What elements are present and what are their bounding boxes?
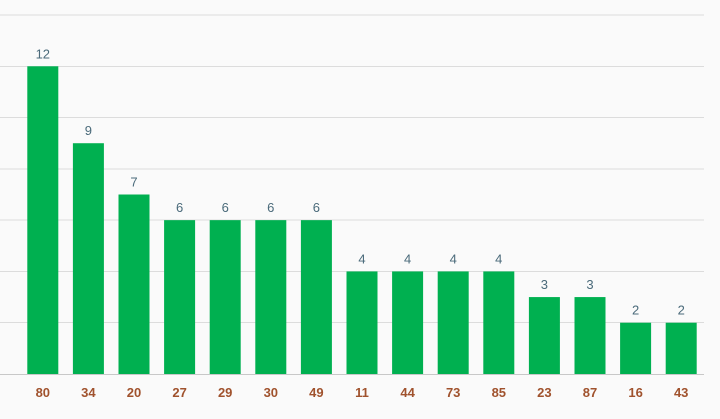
value-label-11: 4 bbox=[358, 251, 365, 266]
category-label-29: 29 bbox=[218, 385, 232, 400]
bar-20[interactable] bbox=[118, 194, 150, 375]
bars bbox=[27, 66, 697, 375]
category-axis: 80 34 20 27 29 30 49 11 44 73 85 23 87 16 43 bbox=[36, 385, 689, 400]
value-label-34: 9 bbox=[85, 123, 92, 138]
category-label-23: 23 bbox=[537, 385, 551, 400]
category-label-85: 85 bbox=[492, 385, 506, 400]
category-label-34: 34 bbox=[81, 385, 96, 400]
category-label-49: 49 bbox=[309, 385, 323, 400]
bar-49[interactable] bbox=[300, 220, 332, 374]
value-label-23: 3 bbox=[541, 277, 548, 292]
value-label-73: 4 bbox=[450, 251, 457, 266]
bar-16[interactable] bbox=[620, 322, 652, 374]
value-label-30: 6 bbox=[267, 200, 274, 215]
value-label-29: 6 bbox=[222, 200, 229, 215]
bar-34[interactable] bbox=[72, 143, 104, 374]
bar-80[interactable] bbox=[27, 66, 59, 375]
grid-lines bbox=[0, 14, 704, 375]
value-label-85: 4 bbox=[495, 251, 502, 266]
bar-44[interactable] bbox=[392, 271, 424, 374]
bar-23[interactable] bbox=[528, 297, 560, 374]
category-label-16: 16 bbox=[628, 385, 642, 400]
value-label-87: 3 bbox=[586, 277, 593, 292]
category-label-20: 20 bbox=[127, 385, 141, 400]
bar-73[interactable] bbox=[437, 271, 469, 374]
value-label-43: 2 bbox=[678, 303, 685, 318]
category-label-30: 30 bbox=[264, 385, 278, 400]
bar-27[interactable] bbox=[164, 220, 196, 374]
bar-11[interactable] bbox=[346, 271, 378, 374]
value-label-16: 2 bbox=[632, 303, 639, 318]
bar-87[interactable] bbox=[574, 297, 606, 374]
category-label-43: 43 bbox=[674, 385, 688, 400]
bar-43[interactable] bbox=[665, 322, 697, 374]
category-label-80: 80 bbox=[36, 385, 50, 400]
value-label-80: 12 bbox=[36, 46, 50, 61]
value-labels: 12 9 7 6 6 6 6 4 4 4 4 3 3 2 2 bbox=[36, 46, 685, 317]
category-label-27: 27 bbox=[172, 385, 186, 400]
bar-29[interactable] bbox=[209, 220, 241, 374]
value-label-49: 6 bbox=[313, 200, 320, 215]
bar-30[interactable] bbox=[255, 220, 287, 374]
category-label-73: 73 bbox=[446, 385, 460, 400]
category-label-87: 87 bbox=[583, 385, 597, 400]
bar-85[interactable] bbox=[483, 271, 515, 374]
value-label-27: 6 bbox=[176, 200, 183, 215]
value-label-44: 4 bbox=[404, 251, 411, 266]
category-label-11: 11 bbox=[355, 385, 369, 400]
value-label-20: 7 bbox=[130, 175, 137, 190]
category-label-44: 44 bbox=[400, 385, 415, 400]
